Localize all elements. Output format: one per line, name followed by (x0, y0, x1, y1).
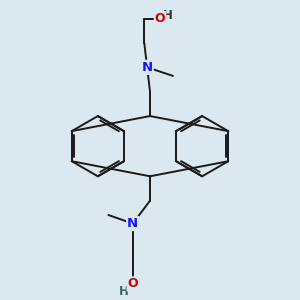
Text: O: O (128, 277, 138, 290)
Text: N: N (142, 61, 153, 74)
Text: H: H (163, 9, 173, 22)
Text: O: O (155, 12, 165, 25)
Text: N: N (127, 217, 138, 230)
Text: H: H (119, 284, 129, 298)
